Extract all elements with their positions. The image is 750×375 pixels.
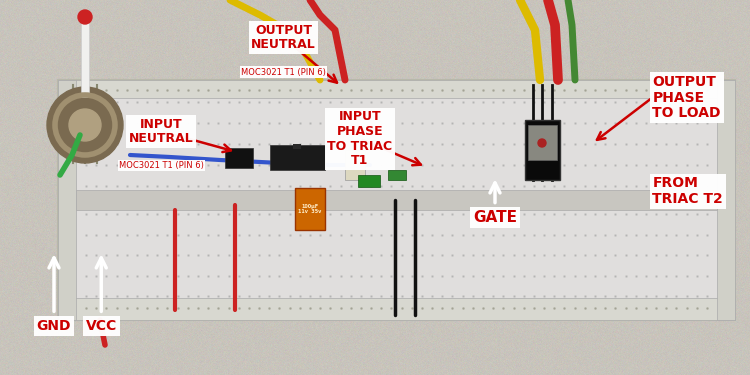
Bar: [293, 144, 301, 149]
Text: OUTPUT
PHASE
TO LOAD: OUTPUT PHASE TO LOAD: [652, 75, 721, 120]
Text: MOC3021 T1 (PIN 6): MOC3021 T1 (PIN 6): [241, 68, 326, 76]
Bar: [717, 80, 735, 320]
Bar: [358, 175, 380, 187]
Bar: [388, 170, 406, 180]
Polygon shape: [58, 80, 735, 98]
Text: FROM
TRIAC T2: FROM TRIAC T2: [652, 176, 723, 206]
Bar: [225, 148, 253, 168]
Circle shape: [78, 10, 92, 24]
Text: 100µF
11v  35v: 100µF 11v 35v: [298, 204, 322, 214]
Text: VCC: VCC: [86, 319, 117, 333]
Bar: [81, 17, 89, 97]
Bar: [270, 145, 325, 170]
Text: MOC3021 T1 (PIN 6): MOC3021 T1 (PIN 6): [118, 161, 204, 170]
Bar: [58, 80, 76, 320]
Circle shape: [47, 87, 123, 163]
Polygon shape: [58, 80, 735, 320]
Circle shape: [69, 109, 101, 141]
Text: INPUT
PHASE
TO TRIAC
T1: INPUT PHASE TO TRIAC T1: [328, 111, 392, 167]
Text: GND: GND: [37, 319, 71, 333]
Text: GATE: GATE: [473, 210, 517, 225]
Bar: [345, 150, 365, 180]
Bar: [525, 120, 560, 180]
Circle shape: [538, 139, 546, 147]
Bar: [295, 188, 325, 230]
Bar: [528, 125, 557, 160]
Bar: [76, 190, 717, 210]
Text: OUTPUT
NEUTRAL: OUTPUT NEUTRAL: [251, 24, 316, 51]
Polygon shape: [58, 298, 735, 320]
Text: INPUT
NEUTRAL: INPUT NEUTRAL: [129, 117, 194, 145]
